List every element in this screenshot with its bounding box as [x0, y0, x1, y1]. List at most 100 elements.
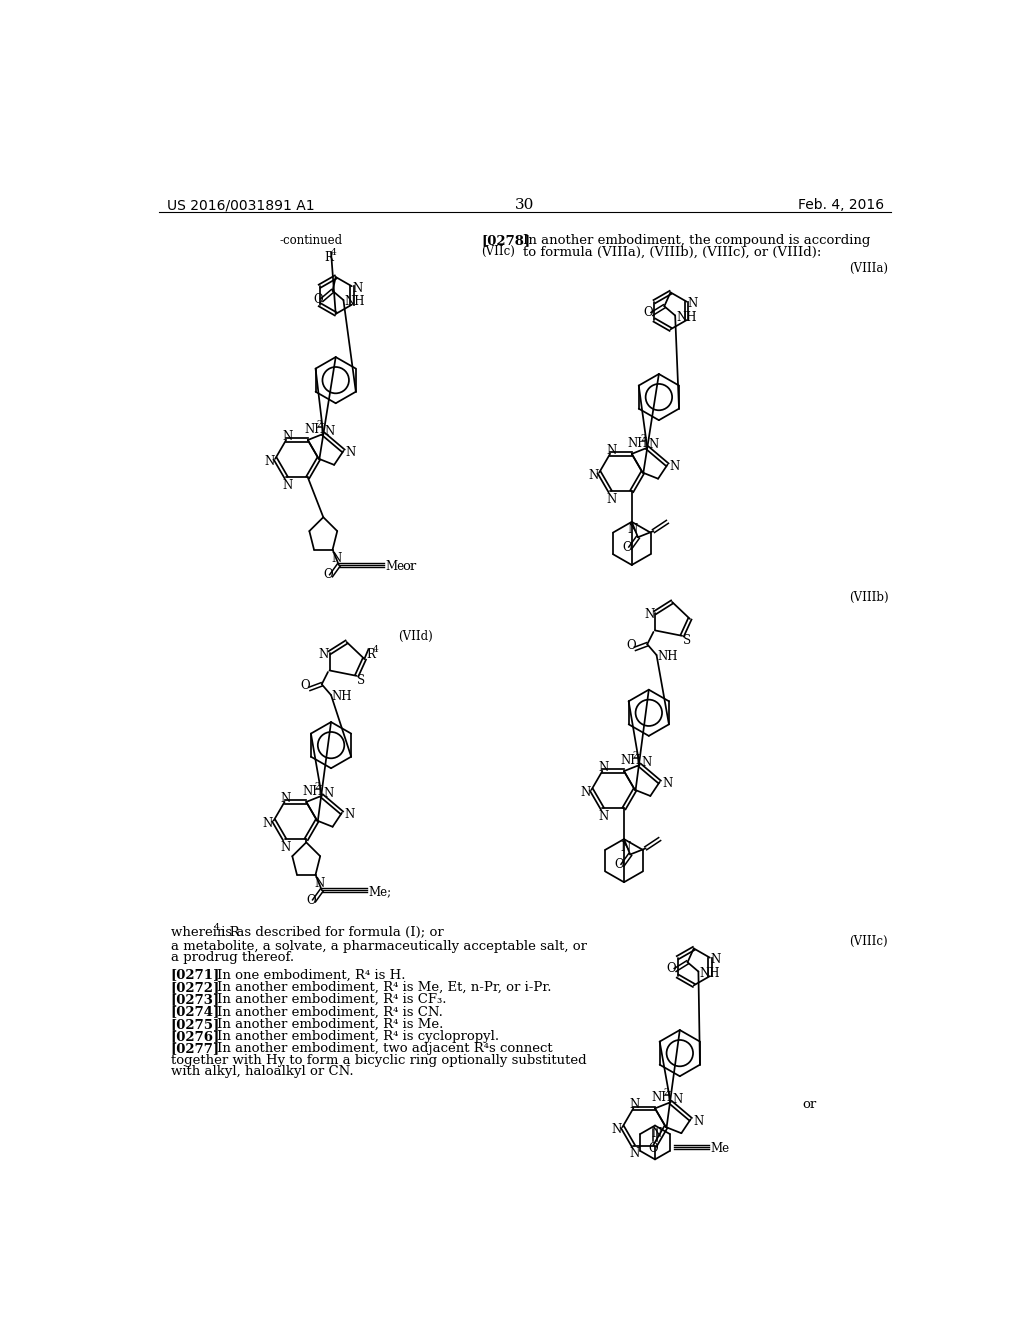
Text: N: N: [662, 777, 672, 791]
Text: NH: NH: [651, 1092, 672, 1105]
Text: to formula (VIIIa), (VIIIb), (VIIIc), or (VIIId):: to formula (VIIIa), (VIIIb), (VIIIc), or…: [523, 246, 821, 259]
Text: N: N: [672, 1093, 682, 1106]
Text: or: or: [402, 560, 417, 573]
Text: In another embodiment, the compound is according: In another embodiment, the compound is a…: [523, 234, 870, 247]
Text: together with Hy to form a bicyclic ring optionally substituted: together with Hy to form a bicyclic ring…: [171, 1053, 587, 1067]
Text: N: N: [352, 281, 362, 294]
Text: N: N: [598, 810, 608, 822]
Text: N: N: [283, 479, 293, 492]
Text: 4: 4: [373, 645, 379, 653]
Text: (VIIIc): (VIIIc): [849, 935, 888, 948]
Text: In another embodiment, R⁴ is cyclopropyl.: In another embodiment, R⁴ is cyclopropyl…: [200, 1030, 499, 1043]
Text: 4: 4: [213, 923, 219, 932]
Text: O: O: [614, 858, 625, 871]
Text: N: N: [581, 785, 591, 799]
Text: 30: 30: [515, 198, 535, 213]
Text: N: N: [264, 455, 274, 467]
Text: [0272]: [0272]: [171, 981, 220, 994]
Text: S: S: [357, 675, 366, 688]
Text: N: N: [606, 492, 616, 506]
Text: [0271]: [0271]: [171, 969, 220, 982]
Text: (VIIIa): (VIIIa): [849, 263, 888, 276]
Text: O: O: [301, 678, 310, 692]
Text: 2: 2: [664, 1089, 669, 1097]
Text: NH: NH: [628, 437, 648, 450]
Text: N: N: [283, 430, 293, 444]
Text: NH: NH: [621, 754, 641, 767]
Text: O: O: [306, 894, 315, 907]
Text: In another embodiment, R⁴ is CF₃.: In another embodiment, R⁴ is CF₃.: [200, 993, 446, 1006]
Text: a metabolite, a solvate, a pharmaceutically acceptable salt, or: a metabolite, a solvate, a pharmaceutica…: [171, 940, 587, 953]
Text: wherein R: wherein R: [171, 927, 240, 939]
Text: In another embodiment, R⁴ is Me.: In another embodiment, R⁴ is Me.: [200, 1018, 443, 1031]
Text: [0275]: [0275]: [171, 1018, 220, 1031]
Text: In another embodiment, two adjacent R⁴s connect: In another embodiment, two adjacent R⁴s …: [200, 1043, 553, 1056]
Text: NH: NH: [676, 312, 696, 323]
Text: N: N: [331, 552, 341, 565]
Text: N: N: [628, 524, 638, 536]
Text: In another embodiment, R⁴ is Me, Et, n-Pr, or i-Pr.: In another embodiment, R⁴ is Me, Et, n-P…: [200, 981, 551, 994]
Text: N: N: [344, 808, 354, 821]
Text: N: N: [630, 1147, 640, 1160]
Text: N: N: [611, 1123, 622, 1137]
Text: [0278]: [0278]: [481, 234, 530, 247]
Text: N: N: [346, 446, 356, 459]
Text: (VIId): (VIId): [397, 631, 432, 643]
Text: [0274]: [0274]: [171, 1006, 220, 1019]
Text: N: N: [598, 762, 608, 774]
Text: N: N: [263, 817, 273, 830]
Text: N: N: [641, 756, 651, 768]
Text: S: S: [683, 635, 691, 647]
Text: N: N: [687, 297, 697, 310]
Text: O: O: [643, 306, 653, 319]
Text: N: N: [644, 609, 654, 622]
Text: N: N: [606, 444, 616, 457]
Text: N: N: [281, 841, 291, 854]
Text: (VIIc): (VIIc): [481, 246, 515, 259]
Text: N: N: [651, 1127, 662, 1140]
Text: In another embodiment, R⁴ is CN.: In another embodiment, R⁴ is CN.: [200, 1006, 442, 1019]
Text: N: N: [314, 876, 325, 890]
Text: NH: NH: [302, 785, 323, 799]
Text: NH: NH: [699, 966, 720, 979]
Text: O: O: [667, 962, 676, 975]
Text: R: R: [324, 251, 333, 264]
Text: O: O: [313, 293, 323, 306]
Text: with alkyl, haloalkyl or CN.: with alkyl, haloalkyl or CN.: [171, 1065, 353, 1078]
Text: Me: Me: [385, 560, 404, 573]
Text: R: R: [367, 648, 376, 661]
Text: [0277]: [0277]: [171, 1043, 220, 1056]
Text: is as described for formula (I); or: is as described for formula (I); or: [217, 927, 443, 939]
Text: [0273]: [0273]: [171, 993, 220, 1006]
Text: -continued: -continued: [280, 234, 342, 247]
Text: N: N: [711, 953, 721, 966]
Text: a prodrug thereof.: a prodrug thereof.: [171, 952, 294, 965]
Text: N: N: [621, 841, 631, 854]
Text: Me: Me: [710, 1142, 729, 1155]
Text: N: N: [318, 648, 329, 661]
Text: N: N: [589, 469, 599, 482]
Text: N: N: [693, 1114, 703, 1127]
Text: NH: NH: [344, 296, 365, 309]
Text: 2: 2: [633, 751, 638, 760]
Text: N: N: [325, 425, 335, 438]
Text: [0276]: [0276]: [171, 1030, 220, 1043]
Text: O: O: [627, 639, 636, 652]
Text: NH: NH: [657, 651, 678, 664]
Text: N: N: [324, 787, 334, 800]
Text: or: or: [802, 1098, 816, 1111]
Text: O: O: [623, 541, 632, 554]
Text: US 2016/0031891 A1: US 2016/0031891 A1: [167, 198, 314, 213]
Text: N: N: [630, 1098, 640, 1111]
Text: NH: NH: [304, 424, 325, 436]
Text: N: N: [281, 792, 291, 805]
Text: N: N: [649, 438, 659, 451]
Text: 2: 2: [640, 434, 646, 444]
Text: 2: 2: [316, 420, 322, 429]
Text: NH: NH: [332, 690, 352, 704]
Text: In one embodiment, R⁴ is H.: In one embodiment, R⁴ is H.: [200, 969, 406, 982]
Text: (VIIIb): (VIIIb): [849, 591, 889, 605]
Text: O: O: [324, 569, 333, 582]
Text: Me;: Me;: [369, 886, 391, 899]
Text: 2: 2: [314, 781, 321, 791]
